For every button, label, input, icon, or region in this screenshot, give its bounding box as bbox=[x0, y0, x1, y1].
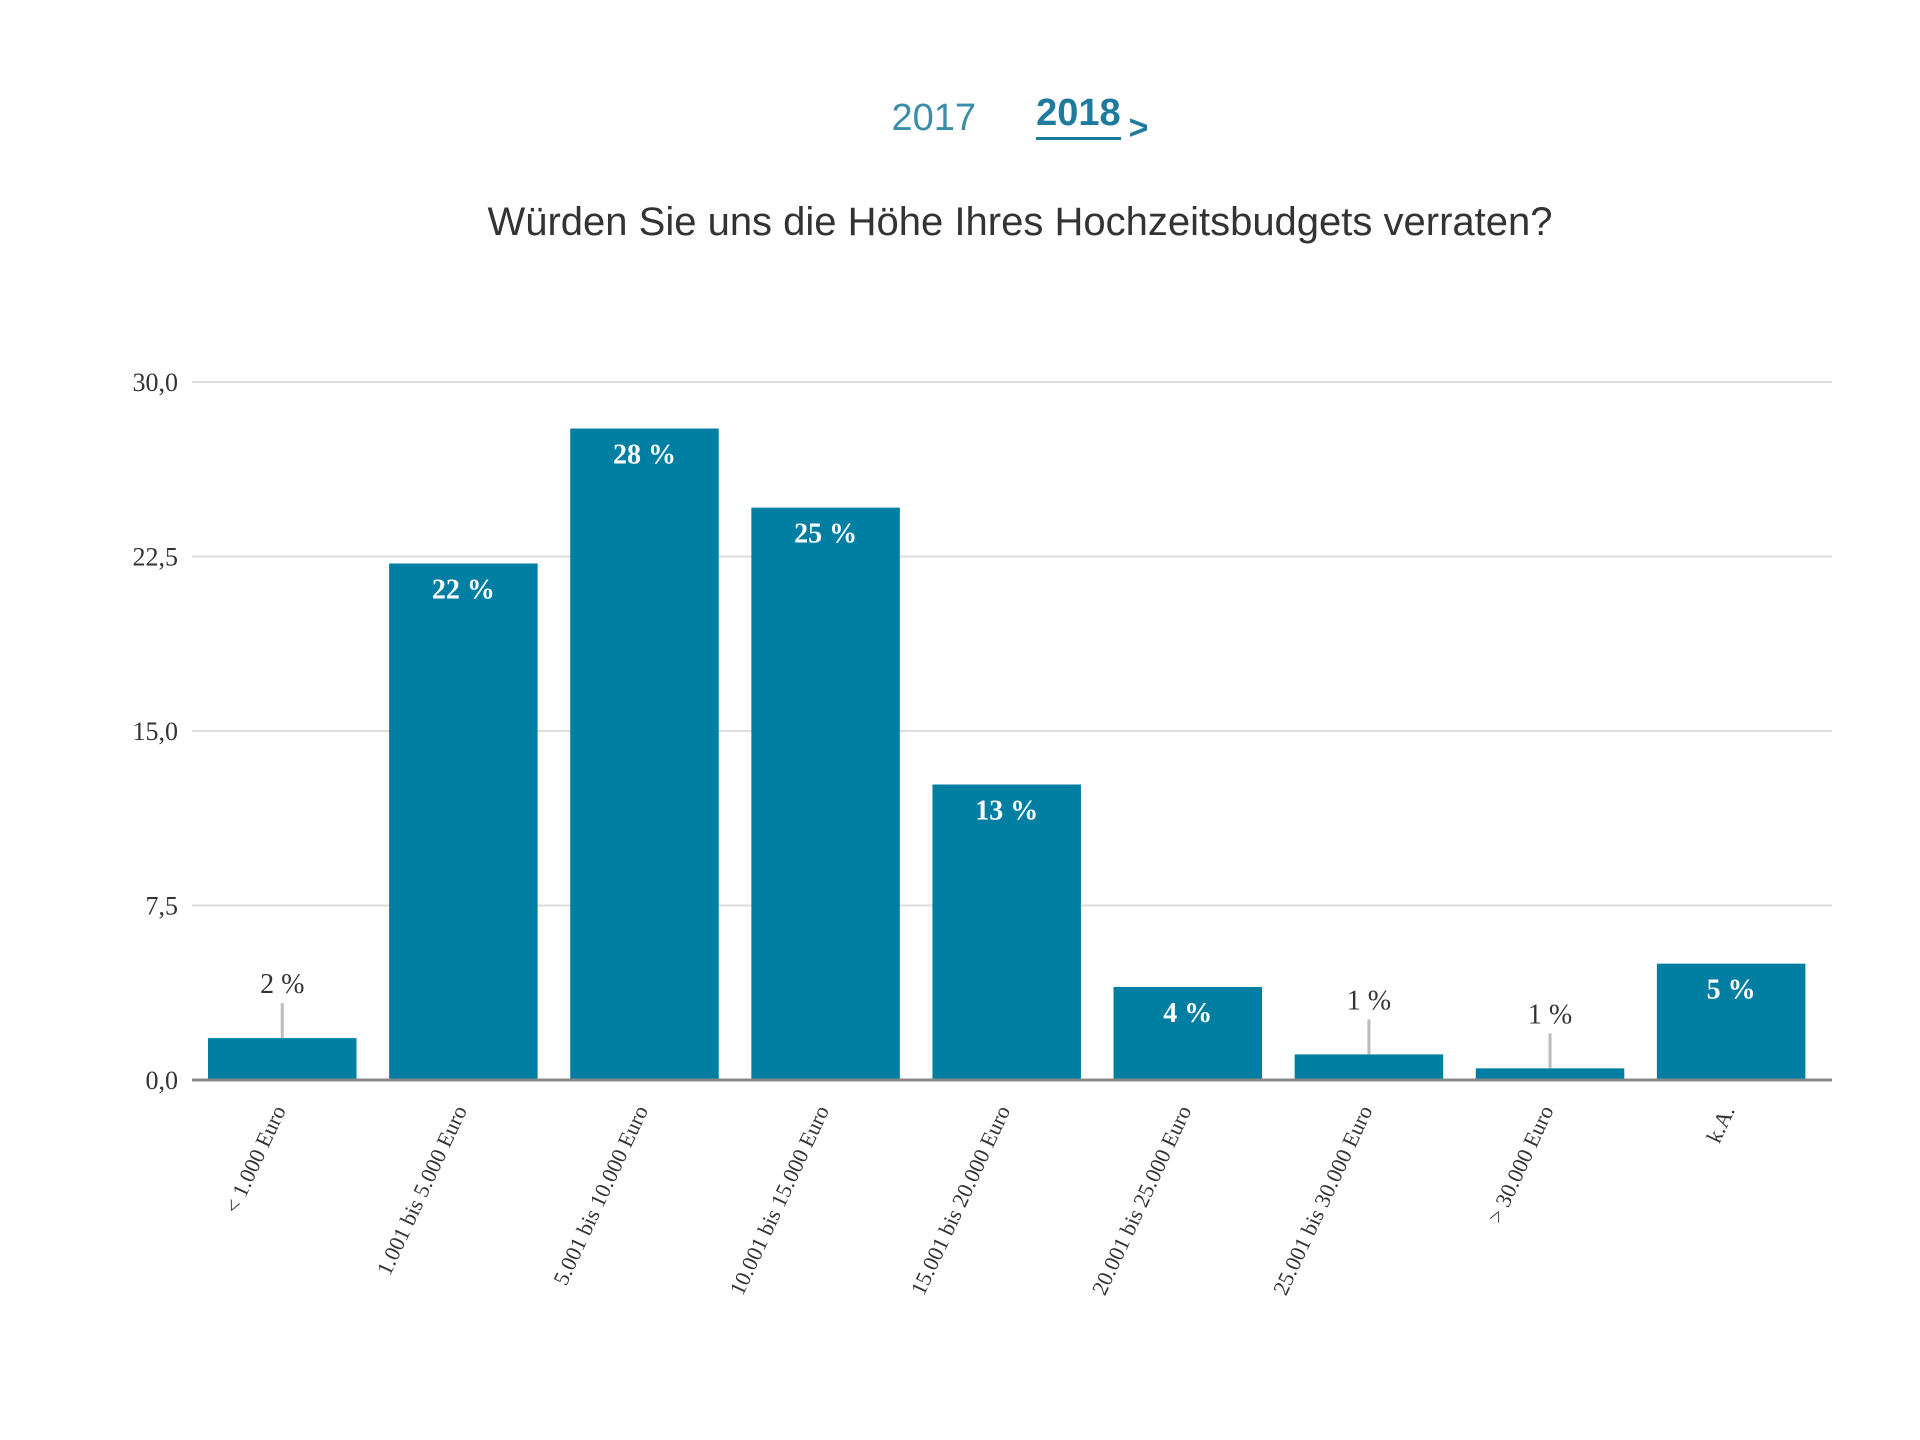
y-tick-label: 15,0 bbox=[133, 717, 179, 746]
bar-data-label: 5 % bbox=[1707, 975, 1756, 1006]
y-tick-label: 7,5 bbox=[146, 892, 179, 921]
y-tick-label: 22,5 bbox=[133, 543, 179, 572]
bar[interactable] bbox=[1475, 1068, 1625, 1080]
chevron-right-icon[interactable]: > bbox=[1128, 109, 1149, 147]
bar[interactable] bbox=[1113, 986, 1263, 1080]
x-category-label: k.A. bbox=[1701, 1102, 1740, 1147]
tab-2017[interactable]: 2017 bbox=[892, 92, 977, 140]
x-category-label: < 1.000 Euro bbox=[219, 1102, 291, 1217]
x-category-label: 10.001 bis 15.000 Euro bbox=[724, 1102, 834, 1299]
x-category-label: > 30.000 Euro bbox=[1482, 1102, 1558, 1227]
tab-2018[interactable]: 2018 > bbox=[1036, 92, 1148, 147]
x-category-label: 25.001 bis 30.000 Euro bbox=[1268, 1102, 1378, 1299]
x-category-label: 15.001 bis 20.000 Euro bbox=[906, 1102, 1016, 1299]
bar[interactable] bbox=[751, 507, 900, 1080]
y-axis-ticks: 0,0 7,5 15,0 22,5 30,0 bbox=[133, 368, 179, 1095]
chart-title: Würden Sie uns die Höhe Ihres Hochzeitsb… bbox=[487, 200, 1553, 244]
bar-data-label: 4 % bbox=[1163, 998, 1212, 1029]
x-axis-categories: < 1.000 Euro 1.001 bis 5.000 Euro 5.001 bi… bbox=[219, 1102, 1739, 1299]
x-category-label: 1.001 bis 5.000 Euro bbox=[371, 1102, 471, 1279]
bar-data-label: 22 % bbox=[432, 574, 495, 605]
bar-data-label: 1 % bbox=[1347, 985, 1391, 1016]
bar[interactable] bbox=[1656, 963, 1806, 1080]
bar[interactable] bbox=[932, 784, 1081, 1080]
tab-2018-label: 2018 bbox=[1036, 92, 1121, 140]
bar[interactable] bbox=[208, 1038, 357, 1080]
bar[interactable] bbox=[570, 428, 719, 1080]
bar-data-label: 25 % bbox=[794, 519, 857, 550]
data-labels: 2 % 22 % 28 % 25 % 13 % 4 % 1 % 1 % 5 % bbox=[260, 440, 1756, 1069]
bar-data-label: 2 % bbox=[260, 969, 304, 1000]
x-category-label: 20.001 bis 25.000 Euro bbox=[1087, 1102, 1197, 1299]
bar[interactable] bbox=[1294, 1054, 1444, 1080]
bar-data-label: 1 % bbox=[1528, 999, 1572, 1030]
bar-data-label: 13 % bbox=[975, 796, 1038, 827]
x-category-label: 5.001 bis 10.000 Euro bbox=[548, 1102, 653, 1289]
year-tabs: 2017 2018 > bbox=[0, 92, 1920, 147]
y-tick-label: 0,0 bbox=[146, 1066, 179, 1095]
bars bbox=[208, 428, 1806, 1080]
y-tick-label: 30,0 bbox=[133, 368, 179, 397]
bar-data-label: 28 % bbox=[613, 440, 676, 471]
bar[interactable] bbox=[389, 563, 538, 1080]
tab-2017-label: 2017 bbox=[891, 97, 977, 139]
